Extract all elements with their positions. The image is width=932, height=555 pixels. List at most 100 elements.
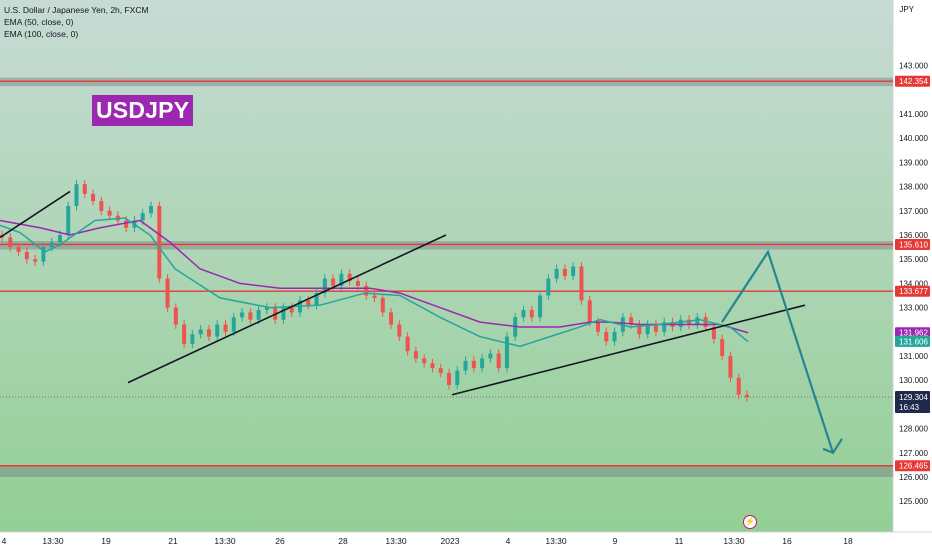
candle-body-72 <box>596 322 600 332</box>
candle-body-18 <box>149 205 153 214</box>
price-label-box-2 <box>895 285 930 297</box>
candle-body-68 <box>562 268 567 277</box>
price-label-box-0 <box>895 75 930 87</box>
y-tick-label-7: 135.000 <box>899 255 928 264</box>
candle-body-47 <box>389 312 394 325</box>
y-tick-label-4: 138.000 <box>899 183 928 192</box>
symbol-badge: USDJPY <box>92 95 194 126</box>
x-tick-label-9: 4 <box>506 536 511 546</box>
price-label-2: 133.677 <box>899 287 928 296</box>
price-label-box-3 <box>895 327 930 339</box>
y-tick-label-11: 130.000 <box>899 376 928 385</box>
candle-body-71 <box>587 300 592 323</box>
zone-0 <box>0 77 893 87</box>
candle-body-44 <box>364 285 369 296</box>
candle-body-27 <box>223 324 228 332</box>
y-tick-label-2: 140.000 <box>899 134 928 143</box>
candle-body-21 <box>173 307 178 325</box>
x-tick-label-14: 16 <box>782 536 792 546</box>
candle-body-78 <box>645 324 650 335</box>
candle-body-40 <box>331 278 336 286</box>
candle-body-49 <box>405 336 410 352</box>
candle-body-64 <box>529 310 534 318</box>
candle-body-89 <box>736 377 741 395</box>
x-tick-label-13: 13:30 <box>723 536 745 546</box>
candle-body-74 <box>612 331 617 342</box>
candle-body-37 <box>306 300 311 306</box>
candle-body-1 <box>8 237 13 248</box>
x-tick-label-0: 4 <box>2 536 7 546</box>
ema50-line <box>0 217 749 348</box>
candle-body-63 <box>521 310 526 318</box>
candle-body-5 <box>41 247 46 262</box>
y-tick-label-3: 139.000 <box>899 158 928 167</box>
time-axis-background <box>0 532 932 550</box>
x-tick-label-4: 13:30 <box>214 536 236 546</box>
candle-body-43 <box>355 280 360 286</box>
y-tick-label-0: 143.000 <box>899 62 928 71</box>
price-label-box-5 <box>895 460 930 472</box>
levels-layer <box>0 80 893 467</box>
ema50-legend[interactable]: EMA (50, close, 0) <box>4 17 74 27</box>
x-tick-label-3: 21 <box>168 536 178 546</box>
y-tick-label-15: 125.000 <box>899 497 928 506</box>
candle-body-65 <box>538 295 543 318</box>
y-tick-label-10: 131.000 <box>899 352 928 361</box>
candle-body-41 <box>339 273 344 286</box>
x-tick-label-8: 2023 <box>441 536 460 546</box>
candle-body-61 <box>504 336 509 369</box>
x-tick-label-12: 11 <box>675 536 684 546</box>
candle-body-53 <box>438 368 443 373</box>
candle-body-23 <box>190 334 195 344</box>
trendline-1 <box>127 234 447 384</box>
price-label-4: 131.606 <box>899 337 928 346</box>
candle-body-34 <box>281 307 286 320</box>
candle-body-51 <box>422 358 427 364</box>
symbol-title[interactable]: U.S. Dollar / Japanese Yen, 2h, FXCM <box>4 5 149 15</box>
candle-body-12 <box>99 201 104 211</box>
candle-body-85 <box>703 317 708 327</box>
candle-body-2 <box>16 247 21 252</box>
candle-body-28 <box>231 317 236 332</box>
x-tick-label-5: 26 <box>275 536 285 546</box>
x-tick-label-6: 28 <box>338 536 348 546</box>
price-label-5: 126.465 <box>899 462 928 471</box>
ema100-legend[interactable]: EMA (100, close, 0) <box>4 29 79 39</box>
candle-body-79 <box>653 324 658 332</box>
y-tick-label-13: 127.000 <box>899 449 928 458</box>
x-tick-label-15: 18 <box>843 536 853 546</box>
candle-body-38 <box>314 293 319 306</box>
currency-unit-label: JPY <box>899 5 914 14</box>
zone-1 <box>0 241 893 250</box>
candle-body-67 <box>554 268 559 279</box>
y-tick-label-5: 137.000 <box>899 207 928 216</box>
candle-body-3 <box>24 251 29 260</box>
y-tick-label-14: 126.000 <box>899 473 928 482</box>
candle-body-4 <box>33 259 38 262</box>
candle-body-10 <box>82 184 87 194</box>
ema-layer <box>0 217 749 348</box>
candle-body-20 <box>165 278 170 308</box>
y-tick-label-12: 128.000 <box>899 425 928 434</box>
candle-body-29 <box>240 312 245 318</box>
candle-body-30 <box>248 312 253 320</box>
candle-body-70 <box>579 266 584 301</box>
candle-body-15 <box>124 220 129 228</box>
candle-body-82 <box>678 319 683 327</box>
candle-body-8 <box>66 205 71 235</box>
candle-body-57 <box>471 360 476 369</box>
flash-icon[interactable]: ⚡ <box>743 515 757 529</box>
x-tick-label-2: 19 <box>101 536 111 546</box>
candle-body-69 <box>571 266 576 277</box>
price-label-box-1 <box>895 238 930 250</box>
x-tick-label-7: 13:30 <box>385 536 407 546</box>
y-tick-label-9: 133.000 <box>899 304 928 313</box>
candle-body-46 <box>380 297 385 313</box>
projection-arrowhead <box>822 438 843 455</box>
y-tick-label-6: 136.000 <box>899 231 928 240</box>
candle-body-59 <box>488 353 493 359</box>
candle-body-19 <box>157 205 162 279</box>
candle-body-13 <box>107 210 112 216</box>
